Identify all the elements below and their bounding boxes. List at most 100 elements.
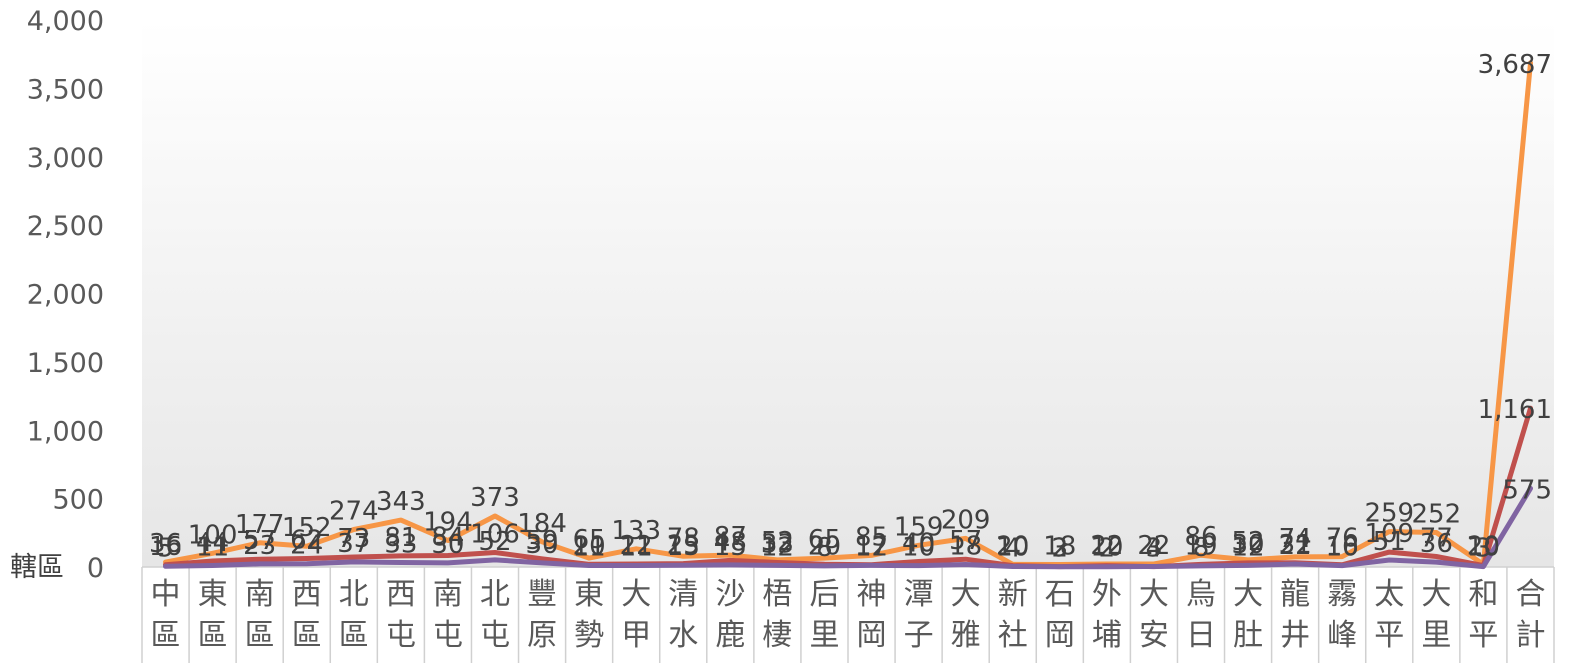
x-tick-label: 霧峰 [1327, 577, 1357, 653]
x-tick-label: 大里 [1421, 577, 1451, 653]
data-label: 4 [1004, 533, 1021, 563]
data-label: 16 [1326, 532, 1359, 562]
y-tick-label: 3,500 [27, 74, 104, 105]
x-tick-label: 西區 [292, 577, 322, 653]
data-label: 12 [855, 532, 888, 562]
data-label: 100 [188, 520, 238, 550]
data-label: 8 [1193, 533, 1210, 563]
data-label: 19 [1184, 531, 1217, 561]
data-label: 87 [714, 522, 747, 552]
data-label: 16 [149, 532, 182, 562]
data-label: 18 [1043, 532, 1076, 562]
y-tick-label: 1,500 [27, 348, 104, 379]
data-label: 184 [517, 509, 567, 539]
data-label: 86 [1184, 522, 1217, 552]
series-layer [163, 60, 1533, 570]
data-label: 40 [902, 529, 935, 559]
data-label: 30 [526, 530, 559, 560]
data-label: 74 [1279, 524, 1312, 554]
data-label: 30 [431, 530, 464, 560]
x-tick-label: 中區 [151, 577, 181, 653]
data-label: 10 [1467, 533, 1500, 563]
data-label: 52 [478, 527, 511, 557]
x-tick-label: 東區 [198, 577, 228, 653]
x-tick-label: 大雅 [951, 577, 981, 653]
x-tick-label: 大肚 [1233, 577, 1263, 653]
x-tick-label: 西屯 [386, 577, 416, 653]
data-label: 73 [337, 524, 370, 554]
x-tick-label: 外埔 [1092, 577, 1122, 653]
data-label: 24 [290, 531, 323, 561]
data-label: 209 [941, 505, 991, 535]
x-tick-label: 清水 [668, 577, 698, 653]
data-label: 65 [573, 525, 606, 555]
data-label: 177 [235, 510, 285, 540]
data-label: 22 [1137, 531, 1170, 561]
x-tick-label: 后里 [809, 577, 839, 653]
x-tick-label: 潭子 [904, 577, 934, 653]
x-tick-label: 合計 [1515, 577, 1545, 653]
data-label: 36 [149, 529, 182, 559]
data-label: 36 [1420, 529, 1453, 559]
y-tick-label: 500 [52, 485, 104, 516]
data-label: 85 [855, 522, 888, 552]
data-label: 3 [1475, 534, 1492, 564]
data-label: 13 [667, 532, 700, 562]
y-tick-label: 3,000 [27, 143, 104, 174]
data-label: 152 [282, 513, 332, 543]
data-label: 10 [1326, 533, 1359, 563]
series-line-0 [163, 60, 1533, 567]
data-label: 10 [1090, 533, 1123, 563]
data-label: 159 [894, 512, 944, 542]
data-label: 62 [290, 526, 323, 556]
x-tick-label: 大甲 [621, 577, 651, 653]
x-tick-label: 大安 [1139, 577, 1169, 653]
x-axis: 中區東區南區西區北區西屯南屯北屯豐原東勢大甲清水沙鹿梧棲后里神岡潭子大雅新社石岡… [141, 566, 1555, 663]
x-tick-label: 梧棲 [762, 577, 792, 653]
data-label: 78 [667, 523, 700, 553]
data-label: 17 [855, 532, 888, 562]
data-label: 77 [1420, 523, 1453, 553]
x-tick-label: 南屯 [433, 577, 463, 653]
y-tick-label: 2,500 [27, 211, 104, 242]
data-label: 575 [1502, 475, 1552, 505]
data-label: 109 [1364, 519, 1414, 549]
x-tick-label: 龍井 [1280, 577, 1310, 653]
data-label: 76 [1326, 524, 1359, 554]
data-label: 30 [1232, 530, 1265, 560]
data-label: 33 [384, 529, 417, 559]
data-label: 33 [761, 529, 794, 559]
x-tick-label: 石岡 [1045, 577, 1075, 653]
data-label: 3 [1146, 534, 1163, 564]
data-label: 59 [526, 526, 559, 556]
data-label: 343 [376, 487, 426, 517]
data-label: 52 [761, 527, 794, 557]
data-label: 20 [573, 531, 606, 561]
data-label: 57 [949, 526, 982, 556]
x-tick-label: 沙鹿 [715, 577, 745, 653]
data-label: 11 [573, 532, 606, 562]
x-tick-label: 烏日 [1186, 577, 1216, 653]
x-axis-corner-label: 轄區 [10, 552, 64, 583]
data-label: 274 [329, 497, 379, 527]
data-label: 22 [1090, 531, 1123, 561]
plot-area [142, 20, 1554, 567]
data-label: 22 [620, 531, 653, 561]
data-label: 65 [808, 525, 841, 555]
data-label: 5 [157, 533, 174, 563]
x-tick-label: 北屯 [480, 577, 510, 653]
data-label: 11 [620, 532, 653, 562]
x-tick-label: 和平 [1468, 577, 1498, 653]
data-label: 8 [816, 533, 833, 563]
y-tick-label: 0 [87, 553, 104, 584]
y-tick-label: 4,000 [27, 6, 104, 37]
y-tick-label: 2,000 [27, 280, 104, 311]
x-tick-label: 神岡 [857, 577, 887, 653]
data-label: 18 [949, 532, 982, 562]
data-label: 23 [243, 531, 276, 561]
y-axis: 4,000 3,500 3,000 2,500 2,000 1,500 1,000 500 0 [27, 6, 104, 584]
data-label: 3,687 [1478, 50, 1552, 80]
